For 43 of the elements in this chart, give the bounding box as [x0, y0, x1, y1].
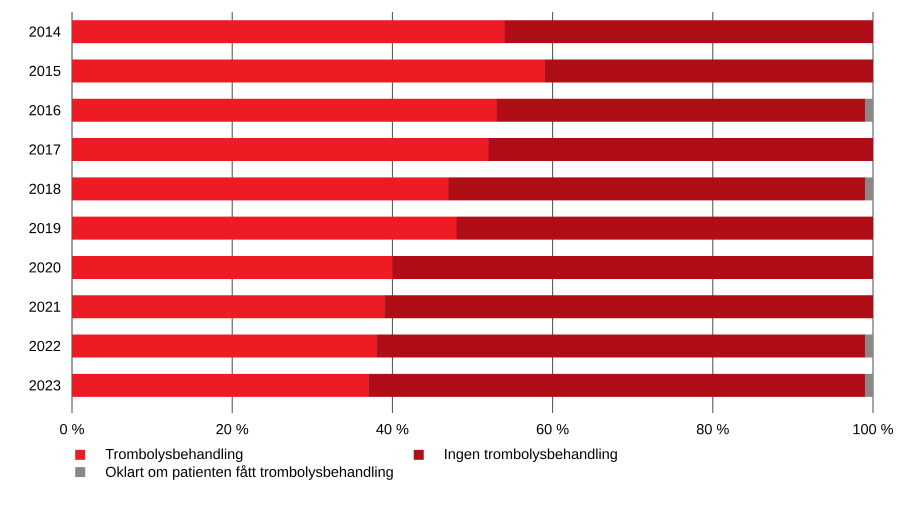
bar [72, 256, 392, 279]
x-tick-label: 80 % [696, 424, 729, 434]
y-tick-label: 2018 [29, 184, 60, 194]
x-tick-label: 40 % [376, 424, 408, 434]
y-tick-label: 2017 [29, 144, 60, 155]
y-tick-label: 2022 [29, 340, 60, 352]
y-tick-label: 2019 [29, 223, 60, 234]
bar [72, 20, 505, 44]
bar [544, 59, 873, 82]
bar [72, 334, 376, 358]
x-tick-label: 60 % [536, 424, 569, 434]
bar [864, 374, 873, 397]
y-tick-label: 2023 [29, 380, 60, 390]
bar [72, 374, 368, 397]
bar [392, 256, 873, 279]
bar [488, 138, 873, 162]
legend-label: Ingen trombolysbehandling [445, 448, 617, 462]
bar [504, 20, 873, 44]
bar [72, 295, 384, 318]
bar [456, 216, 873, 240]
bar [72, 59, 545, 82]
bar [864, 334, 873, 358]
bar [72, 98, 497, 122]
bar [864, 98, 873, 122]
bar [496, 98, 865, 122]
bar [72, 177, 448, 200]
bar [72, 216, 456, 240]
y-tick-label: 2016 [29, 105, 60, 116]
y-tick-label: 2015 [29, 66, 60, 76]
bar [376, 334, 865, 358]
legend-label: Oklart om patienten fått trombolysbehandling [106, 465, 393, 480]
bar [384, 295, 873, 318]
bar [72, 138, 489, 162]
y-tick-label: 2021 [29, 302, 60, 312]
x-tick-label: 100 % [854, 424, 894, 434]
y-tick-label: 2014 [29, 26, 61, 37]
bar [368, 374, 865, 397]
y-tick-label: 2020 [29, 262, 60, 273]
bar [448, 177, 865, 200]
x-tick-label: 0 % [60, 424, 84, 434]
legend-label: Trombolysbehandling [106, 448, 242, 462]
x-tick-label: 20 % [216, 424, 248, 434]
bar [864, 177, 873, 200]
